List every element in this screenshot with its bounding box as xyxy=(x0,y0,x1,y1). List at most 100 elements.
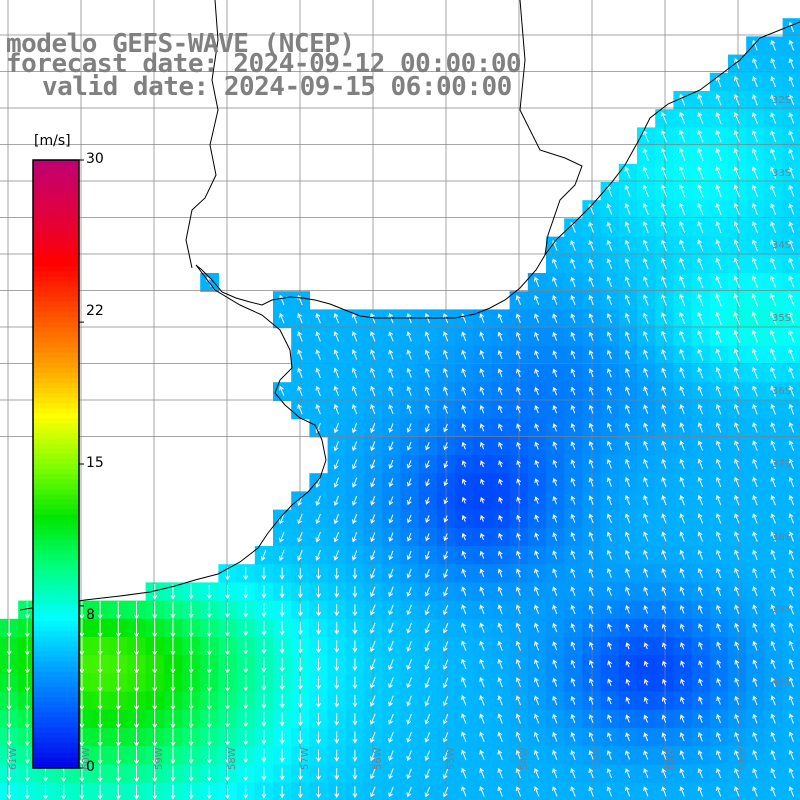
wind-vector xyxy=(534,386,540,396)
wind-vector xyxy=(770,275,777,289)
wind-vector xyxy=(461,604,467,615)
wind-vector xyxy=(588,696,594,705)
colorbar-segment xyxy=(33,626,79,632)
wind-vector xyxy=(315,767,322,781)
wind-vector xyxy=(606,422,612,432)
wind-vector xyxy=(315,786,322,799)
wind-vector xyxy=(206,785,212,800)
wind-vector xyxy=(715,494,722,506)
wind-vector xyxy=(352,586,358,598)
wind-vector xyxy=(79,784,85,800)
colorbar-segment xyxy=(33,479,79,485)
wind-vector xyxy=(188,601,194,619)
wind-vector xyxy=(333,422,339,434)
wind-vector xyxy=(297,749,303,763)
wind-vector xyxy=(552,731,558,742)
wind-vector xyxy=(788,567,795,579)
colorbar-segment xyxy=(33,322,79,328)
wind-vector xyxy=(770,166,777,179)
wind-vector xyxy=(515,640,521,651)
wind-vector xyxy=(770,366,777,379)
lat-label: 38S xyxy=(772,532,792,543)
wind-vector xyxy=(515,604,521,615)
wind-vector xyxy=(770,567,776,579)
wind-vector xyxy=(697,403,704,415)
wind-vector xyxy=(788,366,795,379)
colorbar-segment xyxy=(33,195,79,202)
wind-vector xyxy=(752,585,758,597)
wind-vector xyxy=(406,460,412,469)
wind-vector xyxy=(442,732,449,743)
wind-vector xyxy=(788,786,795,797)
wind-vector xyxy=(24,766,30,782)
country-border xyxy=(185,0,219,269)
model-title: modelo GEFS-WAVE (NCEP) xyxy=(6,29,355,59)
wind-vector xyxy=(607,714,612,723)
wind-vector xyxy=(697,458,703,469)
wind-vector xyxy=(788,422,795,433)
wind-vector xyxy=(479,622,485,633)
wind-vector xyxy=(388,640,394,653)
wind-vector xyxy=(751,311,759,325)
wind-vector xyxy=(152,637,158,656)
wind-vector xyxy=(752,221,758,234)
wind-vector xyxy=(334,658,340,672)
colorbar-segment xyxy=(33,474,79,480)
wind-vector xyxy=(697,293,704,307)
wind-vector xyxy=(770,57,776,69)
colorbar-segment xyxy=(33,220,79,227)
wind-vector xyxy=(606,786,612,797)
wind-vector xyxy=(588,349,594,360)
wind-vector xyxy=(443,442,449,451)
wind-vector xyxy=(642,166,649,179)
wind-vector xyxy=(624,768,631,779)
wind-vector xyxy=(297,621,303,636)
wind-vector xyxy=(661,495,667,506)
wind-vector xyxy=(388,713,394,725)
wind-vector xyxy=(24,785,30,800)
wind-vector xyxy=(480,478,485,486)
wind-vector xyxy=(442,713,449,725)
wind-vector xyxy=(97,746,103,765)
colorbar-segment xyxy=(33,722,79,728)
wind-vector xyxy=(334,731,340,744)
wind-vector xyxy=(315,712,322,726)
wind-vector xyxy=(79,674,85,692)
wind-vector xyxy=(206,674,212,692)
wind-vector xyxy=(788,695,794,706)
wind-vector xyxy=(224,748,231,764)
wind-vector xyxy=(734,57,740,69)
wind-vector xyxy=(679,494,685,506)
wind-vector xyxy=(588,604,594,614)
wind-vector xyxy=(733,184,740,198)
wind-vector xyxy=(297,730,303,745)
wind-vector xyxy=(679,732,685,742)
wind-vector xyxy=(679,184,686,198)
wind-vector xyxy=(570,404,576,414)
wind-vector xyxy=(734,567,740,579)
wind-vector xyxy=(588,477,594,487)
wind-vector xyxy=(479,423,485,432)
wind-vector xyxy=(588,386,594,396)
wind-vector xyxy=(679,750,685,760)
wind-vector xyxy=(698,641,703,650)
wind-vector xyxy=(97,692,103,711)
wind-vector xyxy=(734,659,740,669)
wind-vector xyxy=(388,768,394,780)
colorbar-segment xyxy=(33,762,79,769)
wind-vector xyxy=(734,786,740,797)
wind-vector xyxy=(515,295,521,305)
wind-vector xyxy=(715,202,722,216)
wind-vector xyxy=(315,749,322,763)
wind-vector xyxy=(788,658,794,670)
wind-vector xyxy=(770,677,776,688)
wind-vector xyxy=(788,531,795,542)
wind-vector xyxy=(606,404,612,414)
wind-vector xyxy=(588,495,594,505)
wind-vector xyxy=(770,549,776,560)
wind-vector xyxy=(715,93,722,106)
wind-vector xyxy=(6,674,12,692)
wind-vector xyxy=(733,329,740,343)
wind-vector xyxy=(443,331,449,342)
wind-vector xyxy=(697,513,704,524)
